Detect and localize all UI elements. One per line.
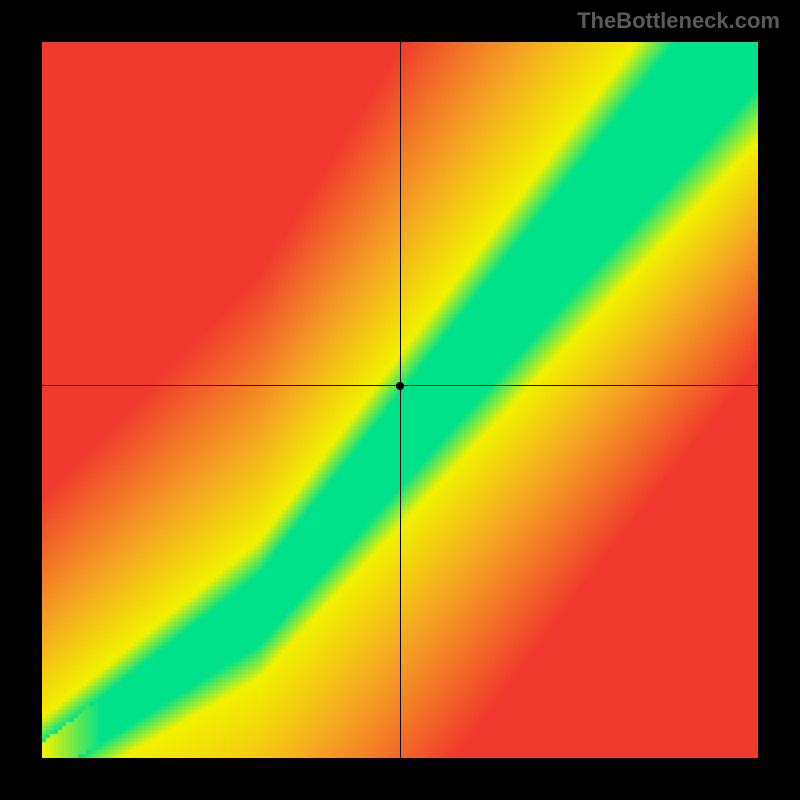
chart-container: TheBottleneck.com bbox=[0, 0, 800, 800]
crosshair-vertical bbox=[400, 42, 401, 758]
data-point bbox=[396, 382, 404, 390]
watermark-text: TheBottleneck.com bbox=[577, 8, 780, 34]
